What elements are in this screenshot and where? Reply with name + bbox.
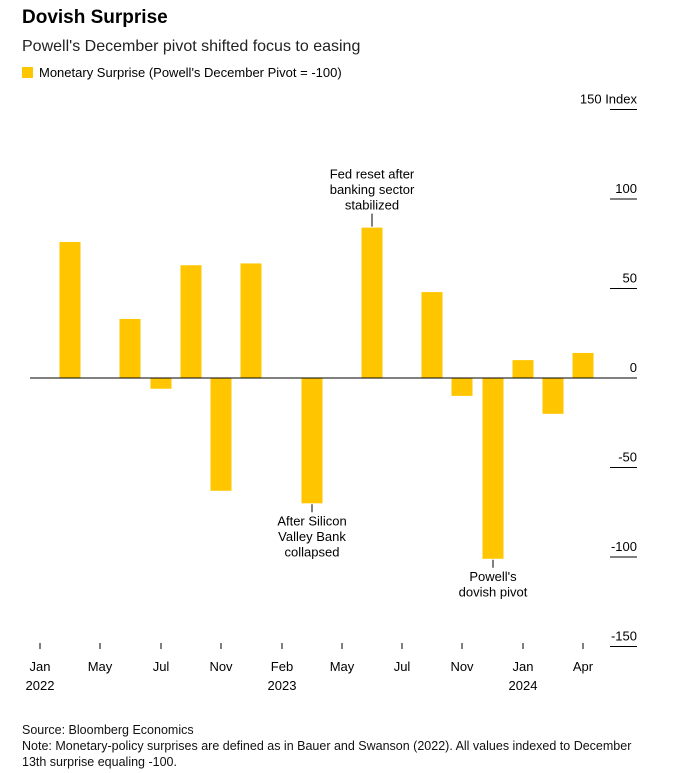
annotation-text: stabilized bbox=[345, 198, 399, 213]
annotation-text: collapsed bbox=[285, 544, 340, 559]
y-tick-label: -100 bbox=[611, 539, 637, 554]
bar bbox=[572, 352, 594, 378]
y-tick-label: 150 Index bbox=[580, 92, 638, 107]
bar bbox=[180, 265, 202, 378]
bar bbox=[421, 292, 443, 378]
x-tick-label: Jul bbox=[394, 659, 411, 674]
x-tick-label: Jul bbox=[153, 659, 170, 674]
x-tick-label: Nov bbox=[209, 659, 233, 674]
legend-label: Monetary Surprise (Powell's December Piv… bbox=[39, 65, 342, 80]
x-tick-year-label: 2022 bbox=[26, 678, 55, 693]
x-tick-year-label: 2024 bbox=[509, 678, 538, 693]
bar bbox=[512, 360, 534, 378]
bar bbox=[119, 318, 141, 378]
annotation-text: Fed reset after bbox=[330, 167, 415, 182]
y-tick-label: -50 bbox=[618, 450, 637, 465]
source-note: Source: Bloomberg Economics bbox=[22, 723, 194, 737]
footer: Source: Bloomberg Economics Note: Moneta… bbox=[22, 722, 652, 770]
legend-swatch bbox=[22, 67, 33, 78]
x-tick-label: Jan bbox=[30, 659, 51, 674]
methodology-note: Note: Monetary-policy surprises are defi… bbox=[22, 739, 632, 769]
y-tick-label: -150 bbox=[611, 629, 637, 644]
annotation-text: Valley Bank bbox=[278, 529, 346, 544]
x-tick-label: May bbox=[330, 659, 355, 674]
bar bbox=[482, 378, 504, 559]
bar bbox=[150, 378, 172, 389]
y-tick-label: 50 bbox=[623, 271, 637, 286]
bar bbox=[301, 378, 323, 504]
chart-subtitle: Powell's December pivot shifted focus to… bbox=[22, 38, 361, 55]
x-tick-label: Jan bbox=[513, 659, 534, 674]
bar bbox=[240, 263, 262, 378]
legend: Monetary Surprise (Powell's December Piv… bbox=[22, 65, 342, 80]
chart-title: Dovish Surprise bbox=[22, 7, 168, 28]
x-tick-label: Feb bbox=[271, 659, 293, 674]
x-tick-label: Nov bbox=[450, 659, 474, 674]
y-tick-label: 0 bbox=[630, 360, 637, 375]
x-tick-year-label: 2023 bbox=[268, 678, 297, 693]
annotation-text: banking sector bbox=[330, 182, 415, 197]
x-tick-label: Apr bbox=[573, 659, 594, 674]
annotation-text: Powell's bbox=[469, 569, 517, 584]
bar bbox=[361, 227, 383, 378]
bar bbox=[451, 378, 473, 396]
bar bbox=[210, 378, 232, 491]
bar bbox=[542, 378, 564, 414]
bar bbox=[59, 241, 81, 378]
y-tick-label: 100 bbox=[615, 181, 637, 196]
annotation-text: dovish pivot bbox=[459, 584, 528, 599]
x-tick-label: May bbox=[88, 659, 113, 674]
annotation-text: After Silicon bbox=[277, 513, 346, 528]
